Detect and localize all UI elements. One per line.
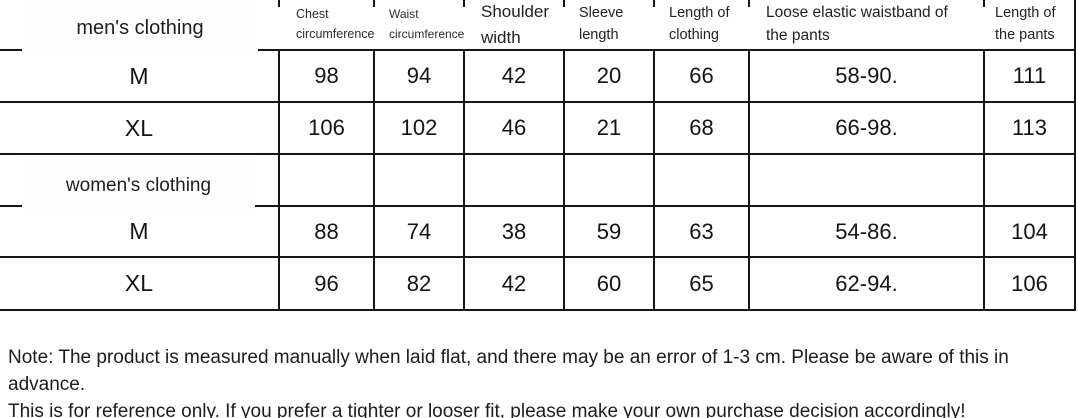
size-value-cell: 113 — [985, 103, 1076, 155]
grid-tick — [653, 0, 655, 7]
size-value-cell: 74 — [375, 207, 465, 258]
size-value-cell: 21 — [565, 103, 655, 155]
size-value-cell: 68 — [655, 103, 750, 155]
size-value-cell: 42 — [465, 258, 565, 311]
size-value-cell: 111 — [985, 51, 1076, 103]
column-header-label: Length of clothing — [669, 4, 730, 43]
size-value-cell: 54-86. — [750, 207, 985, 258]
empty-cell — [375, 155, 465, 207]
grid-tick — [983, 0, 985, 7]
column-header-label: Sleeve length — [579, 4, 624, 43]
column-header-label: Chest circumference — [296, 7, 375, 41]
size-label-cell: XL — [0, 103, 280, 155]
column-header-label: Shoulder width — [481, 2, 550, 47]
size-value-cell: 65 — [655, 258, 750, 311]
empty-cell — [750, 155, 985, 207]
size-label-cell: M — [0, 51, 280, 103]
empty-cell — [655, 155, 750, 207]
size-value-cell: 106 — [985, 258, 1076, 311]
grid-tick — [373, 0, 375, 7]
empty-cell — [565, 155, 655, 207]
size-value-cell: 88 — [280, 207, 375, 258]
size-value-cell: 58-90. — [750, 51, 985, 103]
size-value-cell: 94 — [375, 51, 465, 103]
size-value-cell: 102 — [375, 103, 465, 155]
note-line-2: This is for reference only. If you prefe… — [8, 401, 966, 418]
size-label-cell: XL — [0, 258, 280, 311]
size-label-cell: M — [0, 207, 280, 258]
column-header-label: Waist circumference — [389, 7, 465, 41]
grid-tick — [278, 0, 280, 7]
size-value-cell: 66-98. — [750, 103, 985, 155]
grid-tick — [563, 0, 565, 7]
note-line-1: Note: The product is measured manually w… — [8, 347, 1009, 395]
size-value-cell: 20 — [565, 51, 655, 103]
column-header-length-of-the-pants: Length of the pants — [985, 0, 1076, 51]
size-value-cell: 104 — [985, 207, 1076, 258]
size-value-cell: 66 — [655, 51, 750, 103]
empty-cell — [280, 155, 375, 207]
column-header-label: Loose elastic waistband of the pants — [766, 4, 948, 44]
column-header-chest-circumference: Chest circumference — [280, 0, 375, 51]
size-value-cell: 62-94. — [750, 258, 985, 311]
section-label-womens-clothing: women's clothing — [22, 158, 255, 213]
column-header-shoulder-width: Shoulder width — [465, 0, 565, 51]
empty-cell — [465, 155, 565, 207]
size-value-cell: 38 — [465, 207, 565, 258]
size-value-cell: 63 — [655, 207, 750, 258]
size-value-cell: 106 — [280, 103, 375, 155]
size-value-cell: 60 — [565, 258, 655, 311]
section-label-mens-clothing: men's clothing — [22, 0, 258, 56]
size-value-cell: 42 — [465, 51, 565, 103]
size-value-cell: 98 — [280, 51, 375, 103]
size-value-cell: 96 — [280, 258, 375, 311]
note-text: Note: The product is measured manually w… — [8, 344, 1074, 418]
size-value-cell: 59 — [565, 207, 655, 258]
column-header-waist-circumference: Waist circumference — [375, 0, 465, 51]
column-header-length-of-clothing: Length of clothing — [655, 0, 750, 51]
grid-tick — [748, 0, 750, 7]
grid-tick — [463, 0, 465, 7]
column-header-loose-elastic-waistband: Loose elastic waistband of the pants — [750, 0, 985, 51]
column-header-sleeve-length: Sleeve length — [565, 0, 655, 51]
size-value-cell: 46 — [465, 103, 565, 155]
empty-cell — [985, 155, 1076, 207]
size-value-cell: 82 — [375, 258, 465, 311]
column-header-label: Length of the pants — [995, 4, 1056, 43]
